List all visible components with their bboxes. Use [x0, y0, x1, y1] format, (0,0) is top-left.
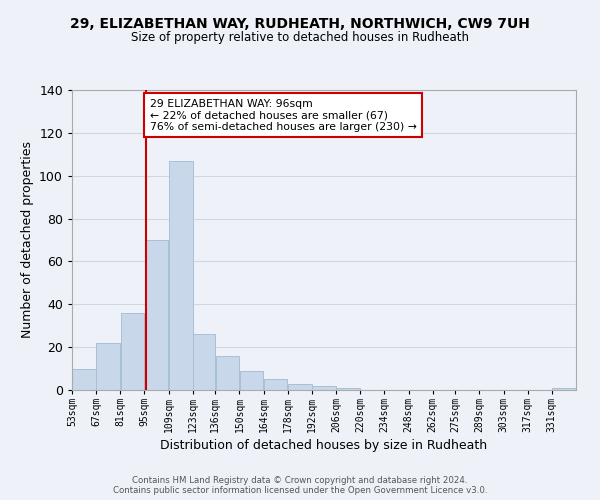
- Y-axis label: Number of detached properties: Number of detached properties: [20, 142, 34, 338]
- Bar: [337, 388, 360, 390]
- Bar: [121, 313, 144, 390]
- Text: 29, ELIZABETHAN WAY, RUDHEATH, NORTHWICH, CW9 7UH: 29, ELIZABETHAN WAY, RUDHEATH, NORTHWICH…: [70, 18, 530, 32]
- Bar: [312, 386, 336, 390]
- X-axis label: Distribution of detached houses by size in Rudheath: Distribution of detached houses by size …: [160, 439, 488, 452]
- Bar: [552, 388, 576, 390]
- Bar: [169, 160, 193, 390]
- Text: Contains HM Land Registry data © Crown copyright and database right 2024.: Contains HM Land Registry data © Crown c…: [132, 476, 468, 485]
- Bar: [97, 343, 120, 390]
- Bar: [264, 380, 287, 390]
- Bar: [215, 356, 239, 390]
- Text: 29 ELIZABETHAN WAY: 96sqm
← 22% of detached houses are smaller (67)
76% of semi-: 29 ELIZABETHAN WAY: 96sqm ← 22% of detac…: [149, 98, 416, 132]
- Bar: [193, 334, 215, 390]
- Text: Contains public sector information licensed under the Open Government Licence v3: Contains public sector information licen…: [113, 486, 487, 495]
- Bar: [288, 384, 311, 390]
- Text: Size of property relative to detached houses in Rudheath: Size of property relative to detached ho…: [131, 31, 469, 44]
- Bar: [72, 368, 96, 390]
- Bar: [239, 370, 263, 390]
- Bar: [145, 240, 169, 390]
